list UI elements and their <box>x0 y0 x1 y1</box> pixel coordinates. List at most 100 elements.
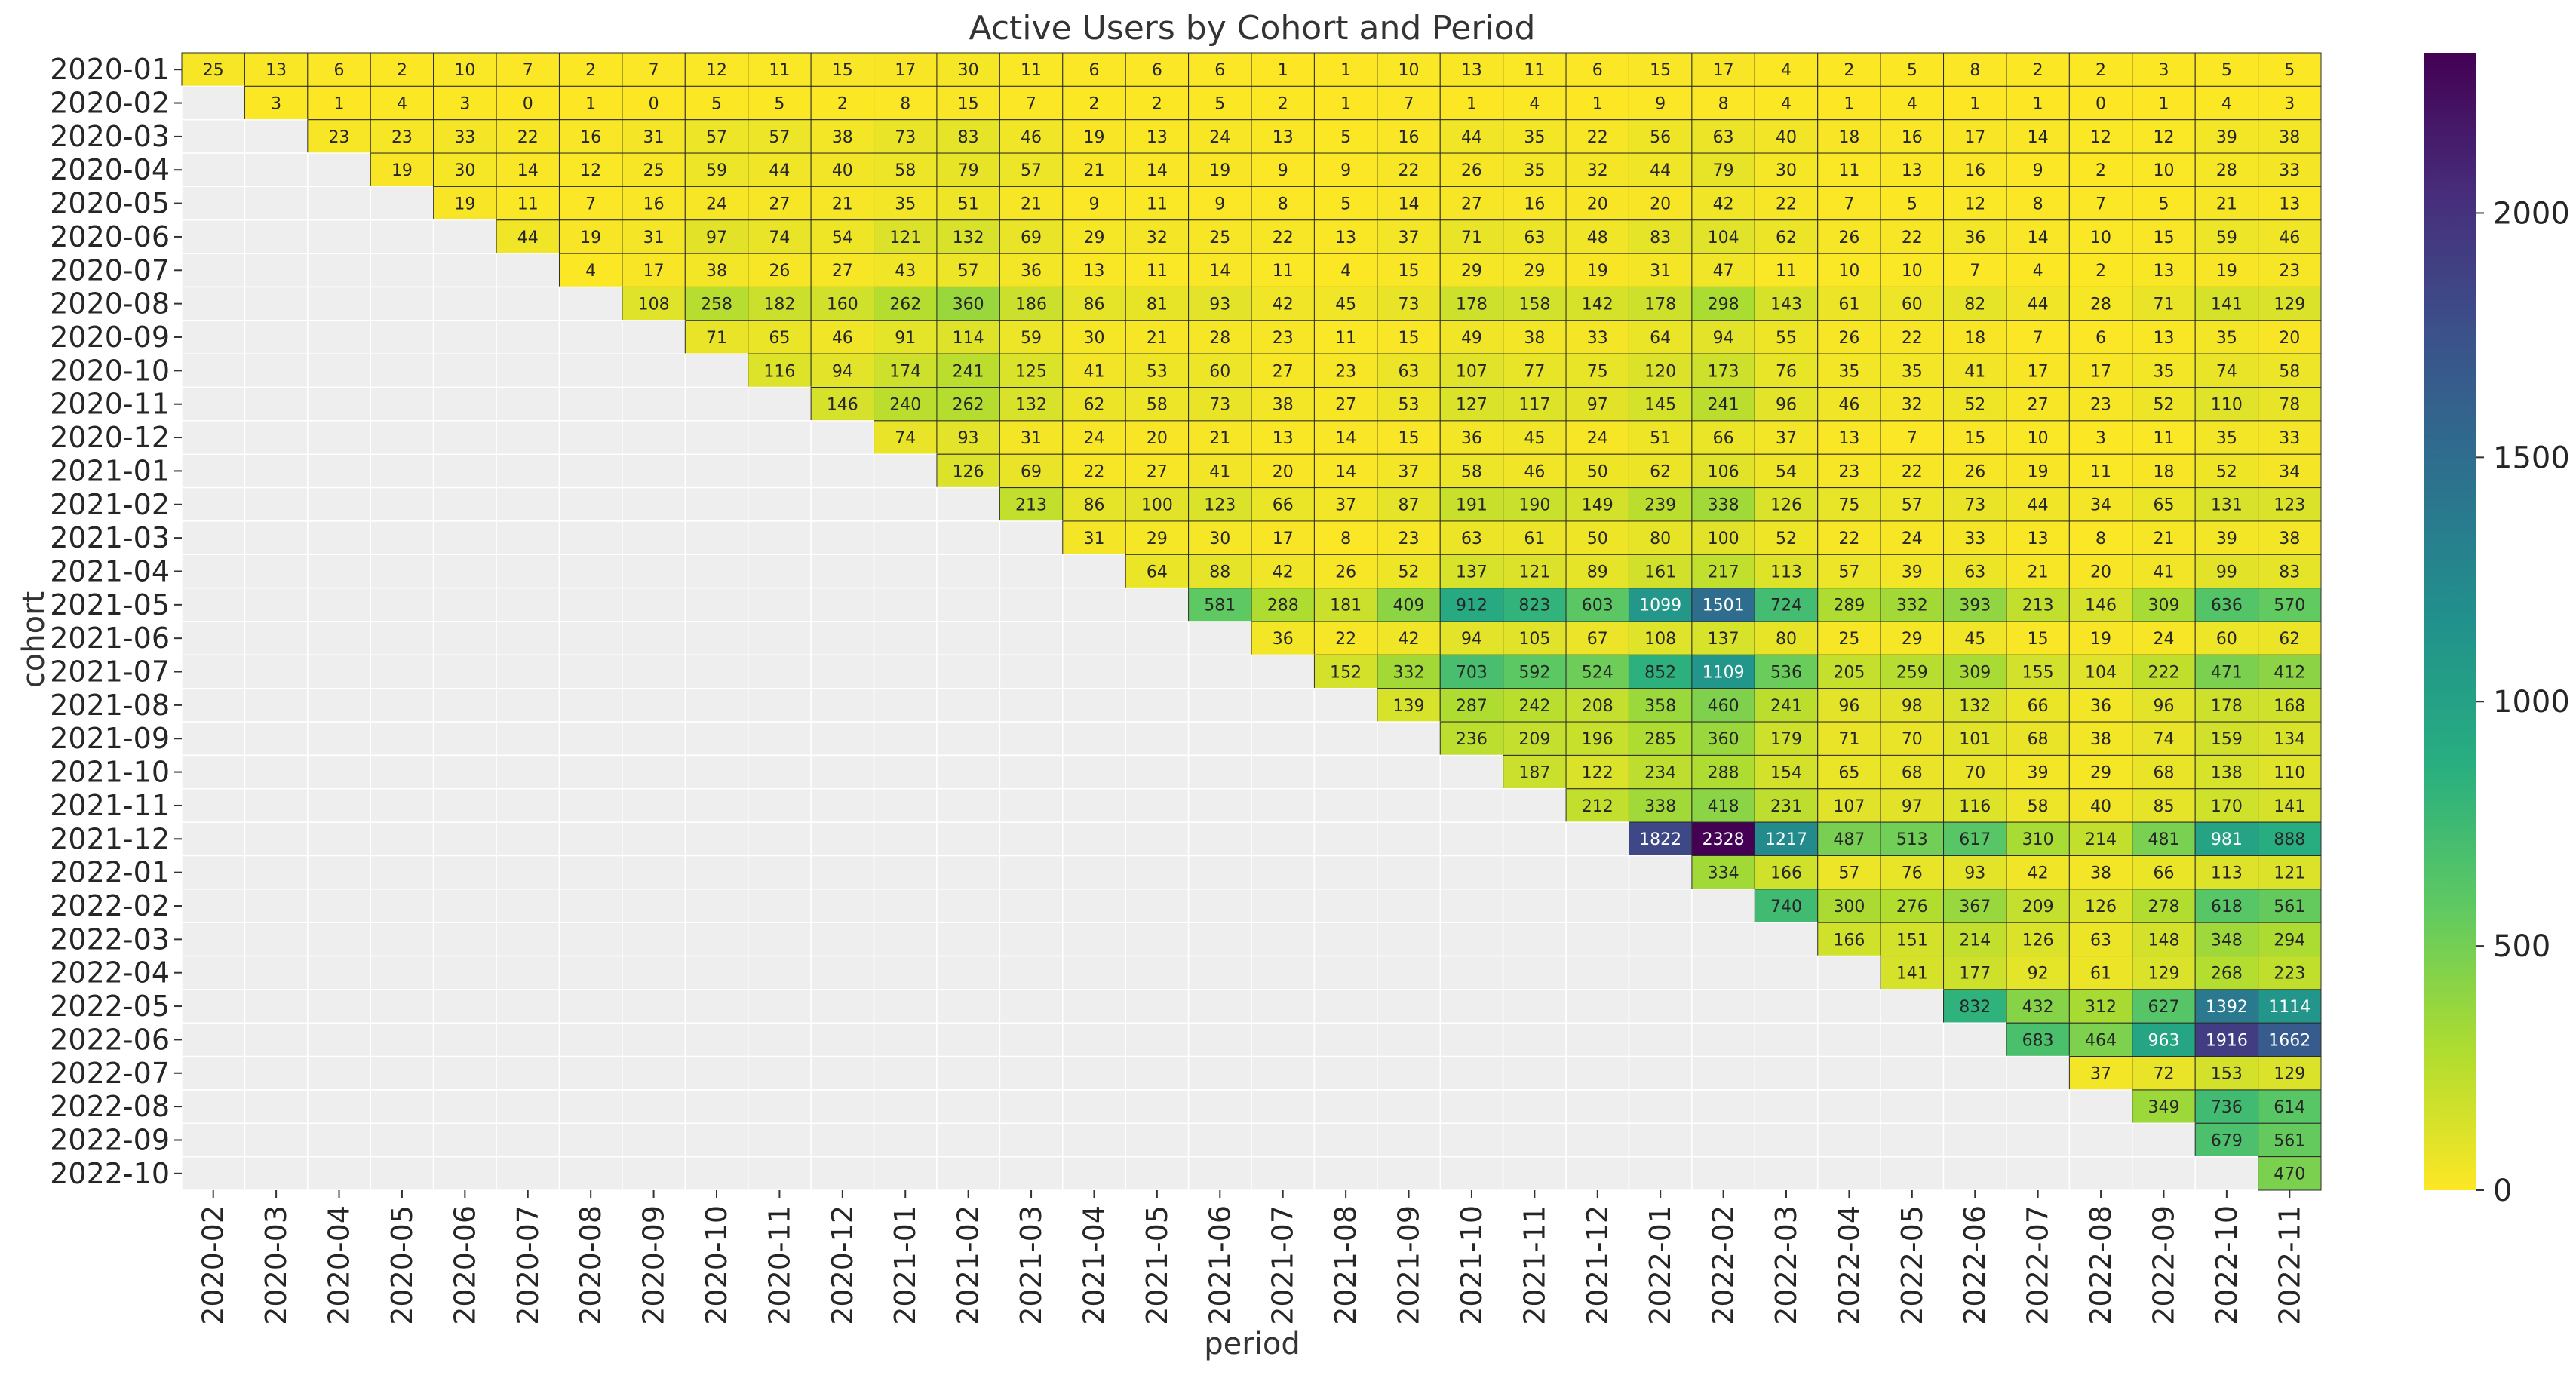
cell-value-label: 2 <box>2033 61 2043 80</box>
cell-value-label: 31 <box>643 128 665 147</box>
cell-value-label: 1916 <box>2206 1031 2248 1050</box>
empty-cell <box>684 922 749 957</box>
heatmap-cell <box>2258 855 2322 890</box>
heatmap-cell <box>1817 922 1881 957</box>
cell-value-label: 614 <box>2274 1098 2305 1117</box>
empty-cell <box>999 1122 1064 1158</box>
empty-cell <box>1502 788 1567 823</box>
cell-value-label: 7 <box>585 195 596 214</box>
cell-value-label: 360 <box>1708 730 1739 749</box>
cell-value-label: 29 <box>1902 630 1923 649</box>
heatmap-cell <box>1125 520 1190 555</box>
cell-value-label: 19 <box>2216 262 2237 281</box>
heatmap-cell <box>1754 654 1819 689</box>
heatmap-cell <box>1691 520 1755 555</box>
cell-value-label: 64 <box>1650 329 1671 348</box>
cell-value-label: 40 <box>1776 128 1797 147</box>
y-tick-label: 2021-02 <box>50 488 170 521</box>
cell-value-label: 58 <box>1147 396 1168 415</box>
cell-value-label: 35 <box>2153 362 2174 381</box>
empty-cell <box>1313 1089 1378 1125</box>
heatmap-cell <box>496 85 560 121</box>
empty-cell <box>432 520 497 556</box>
heatmap-cell <box>2194 219 2259 254</box>
empty-cell <box>558 520 623 556</box>
heatmap-cell <box>2068 554 2133 589</box>
heatmap-cell <box>2258 721 2322 756</box>
heatmap-cell <box>1377 688 1441 723</box>
cell-value-label: 80 <box>1650 529 1671 548</box>
heatmap-cell <box>2068 688 2133 723</box>
cell-value-label: 39 <box>2216 529 2237 548</box>
cell-value-label: 83 <box>958 128 979 147</box>
cell-value-label: 4 <box>1529 94 1540 113</box>
cell-value-label: 617 <box>1959 830 1991 849</box>
cell-value-label: 57 <box>1838 563 1859 582</box>
heatmap-cell <box>1565 420 1629 455</box>
cell-value-label: 40 <box>832 161 853 180</box>
empty-cell <box>936 587 1001 622</box>
empty-cell <box>684 855 749 890</box>
heatmap-cell <box>684 119 749 154</box>
empty-cell <box>370 889 434 923</box>
empty-cell <box>1313 855 1378 890</box>
empty-cell <box>432 1089 497 1125</box>
empty-cell <box>370 855 434 890</box>
empty-cell <box>1062 855 1126 890</box>
heatmap-cell <box>1565 152 1629 187</box>
cell-value-label: 104 <box>2085 663 2117 682</box>
heatmap-cell <box>810 119 875 154</box>
empty-cell <box>307 989 371 1024</box>
empty-cell <box>307 420 371 455</box>
empty-cell <box>936 989 1001 1024</box>
heatmap-cell <box>1628 320 1693 354</box>
empty-cell <box>1439 754 1504 790</box>
empty-cell <box>244 889 309 923</box>
y-tick-label: 2020-05 <box>50 187 170 220</box>
cell-value-label: 41 <box>1209 462 1230 481</box>
cell-value-label: 106 <box>1708 462 1739 481</box>
cell-value-label: 4 <box>2221 94 2232 113</box>
heatmap-cell <box>2194 788 2259 823</box>
empty-cell <box>244 320 309 354</box>
cell-value-label: 68 <box>2028 730 2049 749</box>
heatmap-cell <box>1251 286 1315 321</box>
heatmap-cell <box>1817 152 1881 187</box>
cell-value-label: 132 <box>1015 396 1047 415</box>
empty-cell <box>244 1022 309 1057</box>
cell-value-label: 10 <box>454 61 475 80</box>
heatmap-cell <box>2006 320 2070 354</box>
cell-value-label: 123 <box>2274 496 2305 515</box>
cell-value-label: 23 <box>391 128 413 147</box>
empty-cell <box>1313 922 1378 957</box>
cell-value-label: 13 <box>2153 262 2174 281</box>
cell-value-label: 1 <box>2158 94 2169 113</box>
heatmap-cell <box>1313 186 1378 221</box>
cell-value-label: 13 <box>2028 529 2049 548</box>
empty-cell <box>810 721 875 757</box>
empty-cell <box>244 386 309 422</box>
cell-value-label: 45 <box>1335 296 1356 315</box>
heatmap-cell <box>2194 387 2259 422</box>
heatmap-cell <box>622 119 686 154</box>
cell-value-label: 146 <box>2085 597 2117 615</box>
cell-value-label: 5 <box>774 94 784 113</box>
empty-cell <box>873 1022 938 1057</box>
empty-cell <box>1565 1055 1630 1091</box>
heatmap-cell <box>622 186 686 221</box>
cell-value-label: 74 <box>2153 730 2174 749</box>
empty-cell <box>1754 1156 1819 1191</box>
heatmap-cell <box>1943 654 2007 689</box>
cell-value-label: 18 <box>1838 128 1859 147</box>
empty-cell <box>1187 1055 1252 1091</box>
empty-cell <box>810 554 875 589</box>
x-tick-label: 2022-03 <box>1770 1205 1803 1325</box>
cell-value-label: 177 <box>1959 965 1991 984</box>
heatmap-cell <box>748 52 812 87</box>
empty-cell <box>936 520 1001 556</box>
cell-value-label: 42 <box>2028 864 2049 883</box>
cell-value-label: 29 <box>1461 262 1482 281</box>
cell-value-label: 30 <box>1083 329 1104 348</box>
cell-value-label: 13 <box>1902 161 1923 180</box>
